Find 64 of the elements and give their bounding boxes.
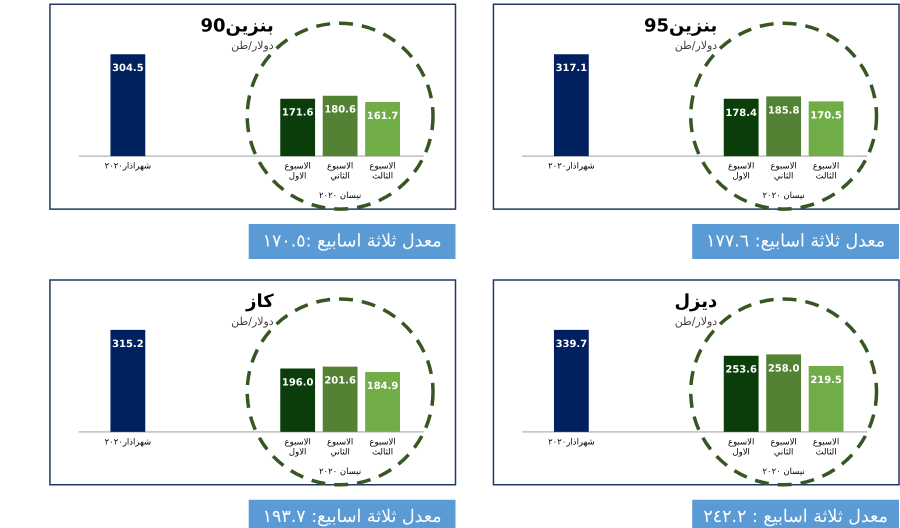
data-label: 178.4 (725, 108, 757, 119)
text: معدل ثلاثة اسابيع :١٧٠.٥ (262, 232, 442, 252)
data-label: 185.8 (768, 105, 800, 116)
bar (554, 330, 589, 432)
x-tick-label: الاسبوع الاول (728, 437, 754, 458)
bar (766, 354, 802, 432)
x-tick-label: شهراذار٢٠٢٠ (104, 162, 152, 172)
data-label: 201.6 (324, 376, 356, 387)
bar (365, 372, 400, 432)
x-tick-label: الاسبوع الاول (284, 162, 311, 182)
bar (280, 98, 316, 156)
text: معدل ثلاثة اسابيع: ١٧٧.٦ (706, 232, 886, 252)
text: نيسان ٢٠٢٠ (762, 466, 805, 477)
x-tick-label: الاسبوع الثاني (770, 437, 797, 458)
chart-title: بنزين95 (644, 15, 718, 36)
x-tick-label: شهراذار٢٠٢٠ (548, 162, 595, 172)
bar (110, 54, 146, 156)
bar (280, 368, 316, 432)
x-tick-label: الاسبوع الثاني (326, 437, 354, 458)
text: نيسان ٢٠٢٠ (318, 466, 362, 477)
data-label: 184.9 (366, 381, 398, 392)
bar (766, 96, 802, 156)
text: نيسان ٢٠٢٠ (318, 191, 362, 202)
data-label: 180.6 (324, 104, 356, 116)
chart-title: بنزين90 (200, 15, 274, 36)
data-label: 317.1 (556, 63, 588, 74)
bar (554, 54, 589, 156)
bar (322, 96, 358, 156)
text: معدل ثلاثة اسابيع : ٢٤٢.٢ (703, 507, 888, 528)
data-label: 339.7 (556, 338, 588, 350)
bar (322, 366, 358, 432)
bar (365, 102, 400, 156)
bar (724, 356, 759, 432)
bar (808, 366, 844, 432)
data-label: 196.0 (282, 377, 314, 388)
x-tick-label: الاسبوع الثالث (812, 437, 840, 458)
data-label: 253.6 (725, 364, 757, 376)
x-tick-label: الاسبوع الثاني (770, 162, 797, 182)
x-tick-label: الاسبوع الاول (728, 162, 754, 182)
chart-subtitle: دولار/طن (231, 314, 274, 328)
x-tick-label: الاسبوع الثاني (326, 162, 354, 182)
bar (724, 98, 759, 156)
x-tick-label: الاسبوع الثالث (812, 162, 840, 182)
data-label: 170.5 (810, 110, 842, 122)
chart-title: كاز (245, 290, 274, 312)
data-label: 171.6 (282, 108, 314, 119)
text: نيسان ٢٠٢٠ (762, 191, 805, 202)
chart-subtitle: دولار/طن (231, 39, 274, 52)
bar (110, 330, 146, 432)
data-label: 315.2 (112, 338, 144, 350)
x-tick-label: الاسبوع الاول (284, 437, 311, 458)
bar (808, 101, 844, 156)
x-tick-label: الاسبوع الثالث (369, 437, 396, 458)
x-tick-label: شهراذار٢٠٢٠ (548, 437, 595, 448)
data-label: 219.5 (810, 374, 842, 386)
chart-title: ديزل (674, 290, 718, 312)
text: معدل ثلاثة اسابيع: ١٩٣.٧ (262, 507, 442, 528)
data-label: 161.7 (366, 111, 398, 122)
x-tick-label: شهراذار٢٠٢٠ (104, 437, 152, 448)
chart-subtitle: دولار/طن (674, 314, 718, 328)
data-label: 258.0 (768, 363, 800, 374)
x-tick-label: الاسبوع الثالث (369, 162, 396, 182)
chart-subtitle: دولار/طن (674, 39, 718, 52)
data-label: 304.5 (112, 63, 144, 74)
